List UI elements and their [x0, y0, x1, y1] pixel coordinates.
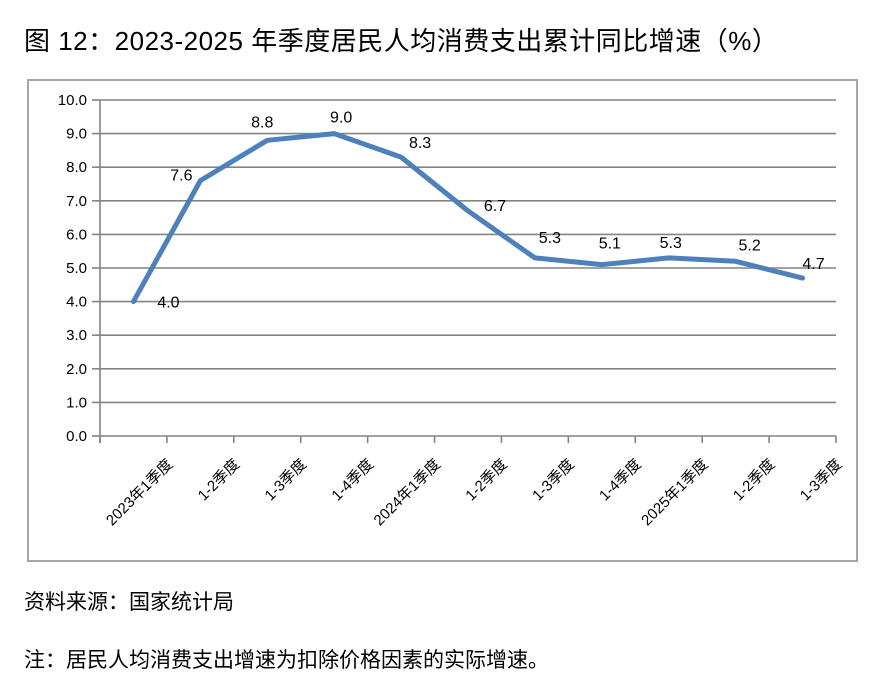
- line-chart: 0.0 1.0 2.0 3.0 4.0 5.0 6.0 7.0 8.0 9.0 10.0 4.0 7.6…: [58, 92, 846, 529]
- svg-text:2.0: 2.0: [66, 361, 87, 378]
- svg-text:5.0: 5.0: [66, 260, 87, 277]
- svg-text:2023年1季度: 2023年1季度: [103, 456, 176, 529]
- svg-text:6.7: 6.7: [484, 198, 506, 215]
- svg-text:9.0: 9.0: [66, 126, 87, 143]
- svg-text:5.3: 5.3: [539, 230, 561, 247]
- svg-text:2024年1季度: 2024年1季度: [371, 456, 444, 529]
- figure-title: 图 12：2023-2025 年季度居民人均消费支出累计同比增速（%）: [24, 26, 779, 56]
- svg-text:2025年1季度: 2025年1季度: [638, 456, 711, 529]
- svg-text:4.0: 4.0: [66, 294, 87, 311]
- svg-text:5.3: 5.3: [660, 235, 682, 252]
- svg-text:1-3季度: 1-3季度: [262, 456, 311, 505]
- svg-text:1-2季度: 1-2季度: [462, 456, 511, 505]
- svg-text:5.2: 5.2: [739, 237, 761, 254]
- svg-text:8.0: 8.0: [66, 159, 87, 176]
- svg-text:10.0: 10.0: [58, 92, 87, 109]
- svg-text:1-4季度: 1-4季度: [596, 456, 645, 505]
- svg-text:1.0: 1.0: [66, 394, 87, 411]
- svg-text:1-3季度: 1-3季度: [797, 456, 846, 505]
- svg-text:8.3: 8.3: [409, 135, 431, 152]
- svg-text:4.0: 4.0: [157, 295, 179, 312]
- svg-text:5.1: 5.1: [599, 236, 621, 253]
- svg-text:1-2季度: 1-2季度: [195, 456, 244, 505]
- svg-text:9.0: 9.0: [330, 110, 352, 127]
- svg-text:7.0: 7.0: [66, 193, 87, 210]
- svg-text:7.6: 7.6: [170, 168, 192, 185]
- svg-text:3.0: 3.0: [66, 327, 87, 344]
- svg-text:1-3季度: 1-3季度: [529, 456, 578, 505]
- svg-text:1-2季度: 1-2季度: [730, 456, 779, 505]
- svg-text:8.8: 8.8: [251, 114, 273, 131]
- svg-text:4.7: 4.7: [802, 256, 824, 273]
- svg-text:0.0: 0.0: [66, 428, 87, 445]
- chart-frame: 0.0 1.0 2.0 3.0 4.0 5.0 6.0 7.0 8.0 9.0 10.0 4.0 7.6…: [27, 79, 858, 562]
- svg-text:1-4季度: 1-4季度: [328, 456, 377, 505]
- svg-text:6.0: 6.0: [66, 226, 87, 243]
- footnote: 注：居民人均消费支出增速为扣除价格因素的实际增速。: [24, 649, 549, 672]
- source-note: 资料来源：国家统计局: [24, 591, 234, 614]
